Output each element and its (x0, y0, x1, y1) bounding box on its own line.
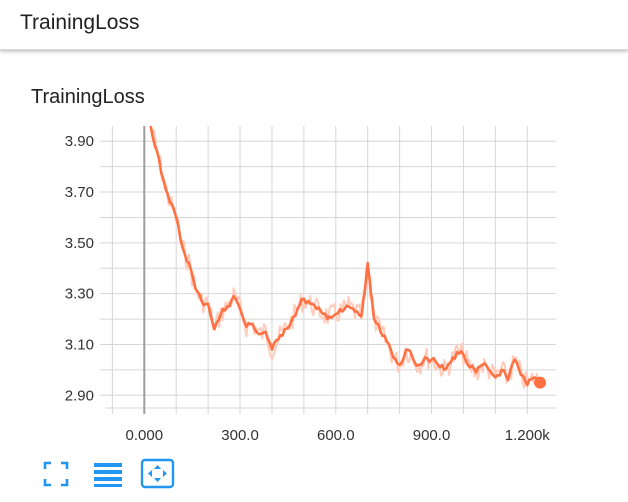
list-icon (94, 463, 122, 487)
chart-card-title: TrainingLoss (31, 86, 145, 108)
x-tick-label: 1.200k (505, 427, 551, 444)
y-tick-label: 3.50 (65, 235, 94, 252)
app-header: TrainingLoss (0, 0, 628, 50)
toggle-log-scale-button[interactable] (92, 458, 124, 490)
y-tick-label: 3.30 (65, 286, 94, 303)
series-line (149, 126, 541, 387)
x-tick-label: 900.0 (413, 427, 451, 444)
fullscreen-button[interactable] (40, 458, 72, 490)
series-layer (149, 126, 547, 389)
last-point-marker (534, 376, 547, 389)
fullscreen-icon (43, 461, 69, 487)
y-tick-label: 2.90 (65, 387, 94, 404)
loss-chart[interactable]: 2.90 3.10 3.30 3.50 3.70 3.90 0.000 300.0 600.0 9… (0, 110, 628, 450)
y-tick-label: 3.10 (65, 336, 94, 353)
y-tick-label: 3.70 (65, 184, 94, 201)
y-tick-label: 3.90 (65, 133, 94, 150)
x-tick-label: 300.0 (221, 427, 259, 444)
axis-layer: 2.90 3.10 3.30 3.50 3.70 3.90 0.000 300.0 600.0 9… (65, 133, 550, 444)
fit-domain-button[interactable] (140, 458, 175, 490)
chart-toolbar (40, 458, 240, 490)
series-raw-line (149, 126, 541, 389)
app-title: TrainingLoss (20, 11, 140, 34)
x-tick-label: 0.000 (126, 427, 164, 444)
x-tick-label: 600.0 (317, 427, 355, 444)
fit-domain-icon (140, 458, 175, 489)
